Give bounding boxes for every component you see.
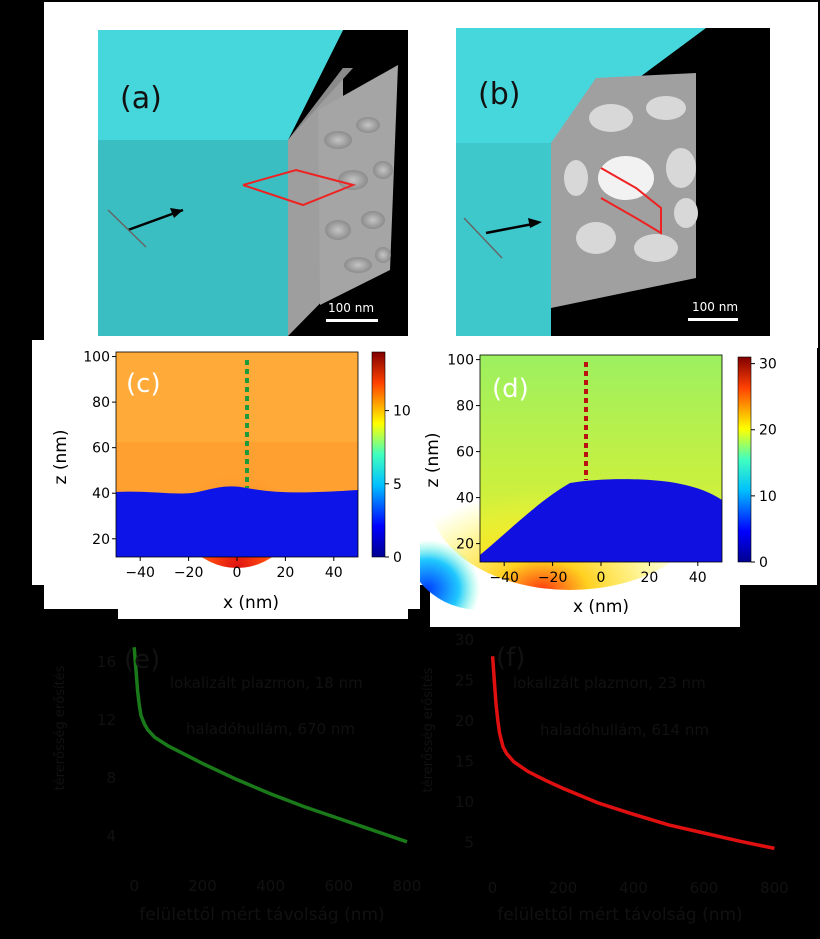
x-tick-label: −20: [174, 565, 204, 581]
y-axis-label: térerősség erősítés: [53, 665, 68, 790]
annotation-localized: lokalizált plazmon, 18 nm: [170, 674, 363, 692]
x-tick-label: 0: [597, 570, 606, 586]
annotation-localized: lokalizált plazmon, 23 nm: [513, 674, 706, 692]
x-tick-label: 40: [689, 570, 707, 586]
x-axis-label: felülettől mért távolság (nm): [497, 905, 742, 925]
colorbar-tick-label: 20: [759, 423, 777, 439]
x-axis-label: x (nm): [223, 593, 279, 613]
colorbar-tick-label: 0: [393, 550, 402, 566]
y-tick-label: 30: [455, 631, 474, 649]
panel-a: (a) 100 nm: [98, 30, 408, 336]
scalebar: [688, 318, 738, 321]
colorbar-tick-label: 5: [393, 477, 402, 493]
x-tick-label: 20: [276, 565, 294, 581]
scalebar-label: 100 nm: [692, 300, 738, 314]
y-tick-label: 10: [455, 793, 474, 811]
colorbar-tick-label: 0: [759, 555, 768, 571]
x-tick-label: −20: [538, 570, 568, 586]
y-axis-label: z (nm): [423, 433, 443, 488]
x-tick-label: 600: [324, 877, 353, 895]
y-tick-label: 15: [455, 753, 474, 771]
y-tick-label: 4: [106, 827, 116, 845]
panel-a-label: (a): [120, 81, 162, 116]
x-tick-label: 20: [640, 570, 658, 586]
x-tick-label: 400: [619, 879, 648, 897]
panel-d: (d) −40 −20 0 20 40 20 40 60 80 100 0 10 20 30 x (nm)…: [420, 353, 777, 617]
y-axis-label: térerősség erősítés: [421, 667, 436, 792]
y-tick-label: 20: [92, 532, 110, 548]
y-axis-label: z (nm): [51, 430, 71, 485]
scalebar-label: 100 nm: [328, 301, 374, 315]
y-tick-label: 80: [456, 399, 474, 415]
x-tick-label: −40: [125, 565, 155, 581]
y-tick-label: 12: [97, 711, 116, 729]
y-tick-label: 80: [92, 395, 110, 411]
colorbar-tick-label: 10: [759, 489, 777, 505]
y-tick-label: 20: [455, 712, 474, 730]
scalebar: [326, 319, 378, 322]
decay-curve: [132, 647, 408, 844]
x-tick-label: 800: [393, 877, 420, 895]
panel-e-label: (e): [124, 645, 160, 675]
y-tick-label: 20: [456, 537, 474, 553]
y-tick-label: 60: [92, 441, 110, 457]
panel-f-label: (f): [496, 643, 525, 673]
x-axis-label: felülettől mért távolság (nm): [139, 905, 384, 925]
x-tick-label: 200: [188, 877, 217, 895]
y-tick-label: 5: [464, 834, 474, 852]
y-tick-label: 100: [447, 353, 474, 369]
y-tick-label: 40: [92, 486, 110, 502]
decay-curve: [490, 656, 775, 851]
x-tick-label: −40: [489, 570, 519, 586]
x-tick-label: 600: [690, 879, 719, 897]
y-tick-label: 60: [456, 445, 474, 461]
y-tick-label: 16: [97, 653, 116, 671]
y-tick-label: 25: [455, 672, 474, 690]
panel-c: (c) −40 −20 0 20 40 20 40 60 80 100 0 5 10 x (nm) z …: [51, 350, 411, 613]
annotation-propagating: haladóhullám, 670 nm: [186, 720, 355, 738]
y-tick-label: 100: [83, 350, 110, 366]
x-tick-label: 0: [129, 877, 139, 895]
colorbar-tick-label: 10: [393, 404, 411, 420]
x-tick-label: 200: [549, 879, 578, 897]
y-tick-label: 8: [106, 769, 116, 787]
annotation-propagating: haladóhullám, 614 nm: [540, 721, 709, 739]
panel-e: 0 200 400 600 800 4 8 12 16 (e) lokalizált plazm…: [53, 645, 420, 925]
x-tick-label: 0: [233, 565, 242, 581]
x-tick-label: 40: [325, 565, 343, 581]
panel-f: 0 200 400 600 800 5 10 15 20 25 30 (f) lokalizált …: [421, 631, 789, 925]
colorbar-tick-label: 30: [759, 357, 777, 373]
x-tick-label: 0: [488, 879, 498, 897]
panel-c-label: (c): [126, 369, 161, 399]
panel-b-label: (b): [478, 77, 520, 112]
x-tick-label: 800: [760, 879, 789, 897]
x-axis-label: x (nm): [573, 597, 629, 617]
panel-d-label: (d): [492, 374, 529, 404]
panel-b: (b) 100 nm: [456, 28, 770, 336]
y-tick-label: 40: [456, 491, 474, 507]
x-tick-label: 400: [256, 877, 285, 895]
